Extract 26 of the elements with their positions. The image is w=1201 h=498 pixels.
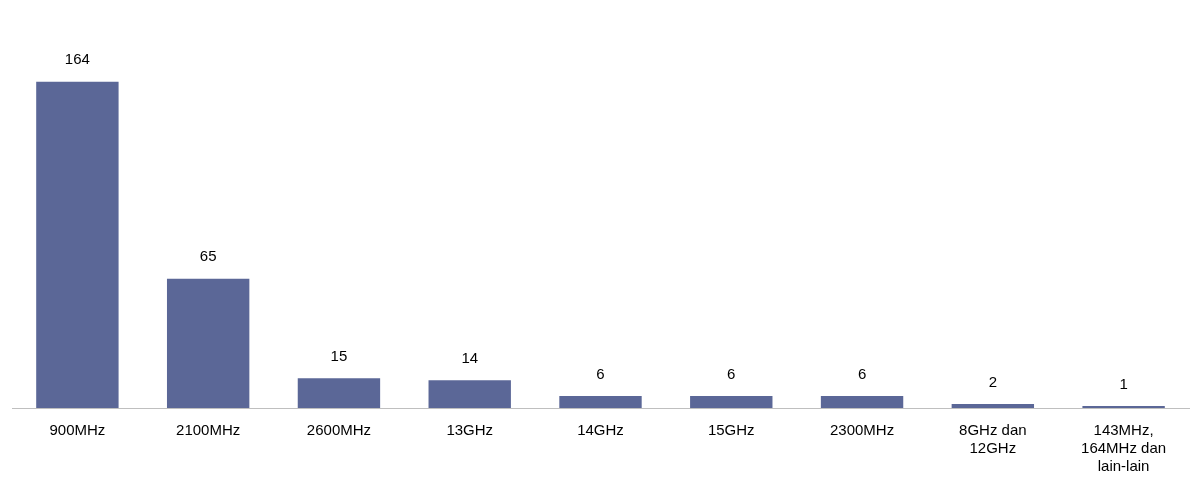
- bar: [951, 404, 1035, 408]
- data-label: 6: [596, 364, 605, 382]
- bar: [690, 396, 773, 408]
- data-label: 65: [199, 247, 217, 265]
- data-label: 15: [330, 346, 348, 364]
- bar: [166, 278, 250, 408]
- x-tick-label: 2600MHz: [306, 421, 372, 439]
- bar: [559, 396, 642, 408]
- x-tick-label: 2300MHz: [829, 421, 895, 439]
- data-label: 14: [461, 348, 479, 366]
- x-tick-label: 14GHz: [577, 421, 624, 439]
- x-tick-label: 2100MHz: [176, 421, 241, 439]
- x-tick-label: 143MHz, 164MHz dan lain-lain: [1081, 421, 1167, 475]
- bar: [36, 81, 119, 408]
- data-label: 2: [988, 372, 998, 390]
- x-tick-label: 8GHz dan 12GHz: [959, 421, 1027, 457]
- bar: [297, 378, 381, 408]
- data-label: 6: [857, 364, 867, 382]
- x-tick-label: 15GHz: [707, 421, 755, 439]
- x-tick-label: 900MHz: [49, 421, 106, 439]
- bar: [820, 396, 904, 408]
- x-tick-label: 13GHz: [446, 421, 494, 439]
- data-label: 164: [64, 50, 90, 68]
- data-label: 1: [1119, 374, 1128, 392]
- data-label: 6: [727, 364, 736, 382]
- bar: [428, 380, 511, 408]
